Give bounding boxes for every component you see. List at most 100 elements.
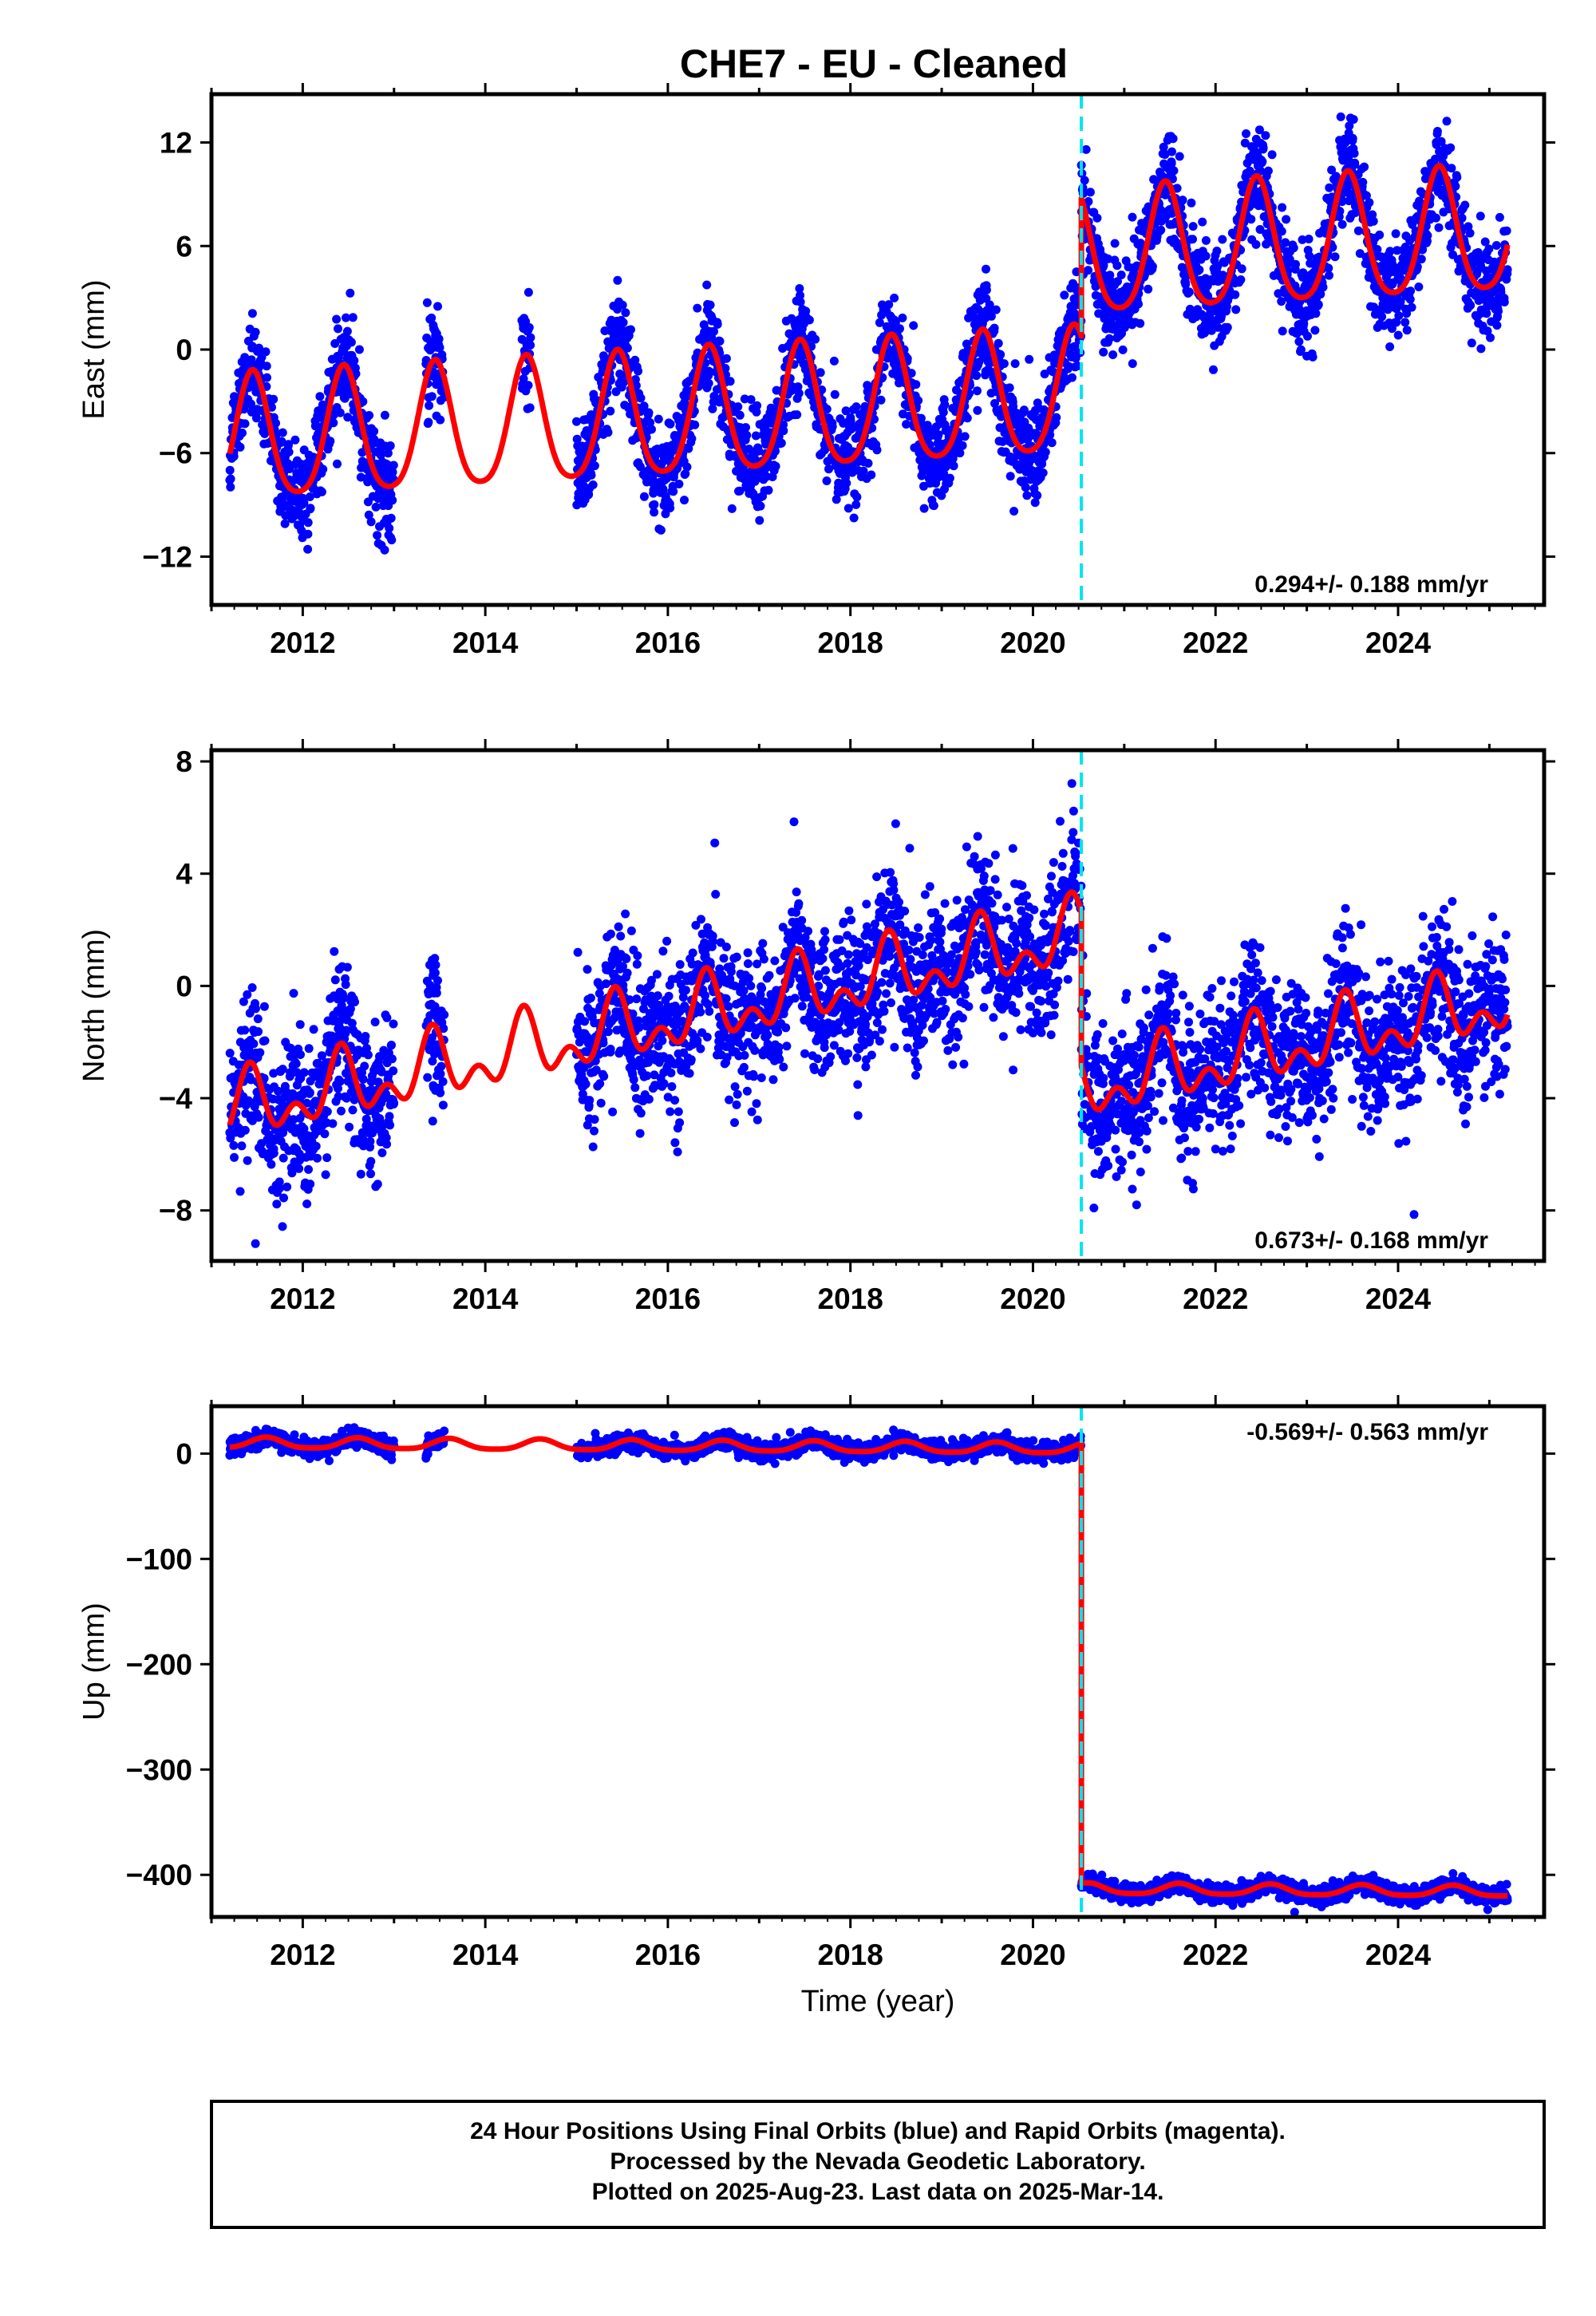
data-point bbox=[732, 952, 741, 962]
data-point bbox=[1503, 265, 1512, 275]
data-point bbox=[1491, 241, 1501, 250]
data-point bbox=[1402, 326, 1412, 335]
data-point bbox=[1267, 150, 1277, 160]
data-point bbox=[884, 300, 894, 310]
data-point bbox=[385, 1120, 395, 1130]
data-point bbox=[1218, 235, 1227, 244]
data-point bbox=[1105, 271, 1115, 280]
data-point bbox=[299, 1068, 309, 1077]
data-point bbox=[704, 378, 713, 388]
data-point bbox=[1337, 197, 1347, 207]
data-point bbox=[739, 1062, 749, 1072]
data-point bbox=[721, 364, 730, 373]
data-point bbox=[1242, 129, 1250, 138]
data-point bbox=[252, 405, 262, 414]
data-point bbox=[584, 490, 594, 500]
data-point bbox=[259, 1002, 269, 1011]
data-point bbox=[303, 518, 313, 528]
data-point bbox=[749, 1072, 759, 1081]
data-point bbox=[929, 501, 938, 511]
data-point bbox=[733, 402, 743, 412]
data-point bbox=[681, 986, 690, 995]
data-point bbox=[573, 947, 583, 957]
data-point bbox=[313, 1058, 322, 1068]
data-point bbox=[713, 319, 722, 329]
data-point bbox=[996, 350, 1005, 359]
data-point bbox=[1402, 309, 1412, 318]
data-point bbox=[1328, 243, 1337, 252]
data-point bbox=[294, 1149, 304, 1159]
data-point bbox=[423, 1073, 433, 1082]
data-point bbox=[693, 1036, 702, 1045]
data-point bbox=[358, 1074, 368, 1084]
data-point bbox=[938, 408, 948, 417]
data-point bbox=[581, 1079, 591, 1089]
data-point bbox=[433, 976, 442, 986]
data-point bbox=[843, 504, 853, 513]
data-point bbox=[709, 937, 717, 946]
data-point bbox=[735, 486, 745, 496]
data-point bbox=[621, 909, 630, 919]
data-point bbox=[688, 948, 697, 958]
data-point bbox=[753, 401, 762, 410]
data-point bbox=[363, 1050, 373, 1060]
data-point bbox=[851, 500, 861, 509]
data-point bbox=[1005, 383, 1014, 393]
data-point bbox=[387, 1041, 396, 1049]
data-point bbox=[341, 980, 350, 990]
data-point bbox=[322, 1107, 332, 1117]
data-point bbox=[440, 1010, 449, 1019]
x-tick-label: 2012 bbox=[270, 626, 335, 659]
data-point bbox=[1144, 284, 1153, 294]
data-point bbox=[732, 1100, 741, 1109]
data-point bbox=[240, 1125, 250, 1135]
data-point bbox=[326, 437, 335, 446]
data-point bbox=[697, 915, 705, 924]
data-point bbox=[335, 408, 345, 417]
data-point bbox=[376, 450, 385, 460]
data-point bbox=[752, 1099, 761, 1109]
data-point bbox=[1495, 212, 1504, 222]
data-point bbox=[1305, 251, 1314, 261]
data-point bbox=[1434, 223, 1444, 232]
data-point bbox=[263, 373, 271, 382]
data-point bbox=[370, 1018, 380, 1027]
data-point bbox=[1005, 472, 1015, 481]
data-point bbox=[334, 324, 342, 334]
data-point bbox=[934, 430, 943, 440]
data-point bbox=[523, 287, 533, 297]
data-point bbox=[1040, 370, 1049, 379]
data-point bbox=[708, 404, 717, 413]
x-tick-label: 2022 bbox=[1183, 626, 1248, 659]
data-point bbox=[644, 408, 654, 417]
east-model-curve bbox=[227, 163, 1511, 495]
data-point bbox=[1296, 345, 1306, 354]
data-point bbox=[822, 405, 832, 414]
data-point bbox=[590, 1115, 599, 1124]
data-point bbox=[766, 403, 776, 413]
data-point bbox=[1480, 237, 1490, 247]
data-point bbox=[1304, 235, 1314, 243]
data-point bbox=[1289, 243, 1298, 253]
data-point bbox=[667, 1082, 677, 1091]
east-rate-label: 0.294+/- 0.188 mm/yr bbox=[1254, 571, 1488, 598]
data-point bbox=[580, 1017, 590, 1026]
data-point bbox=[315, 392, 325, 401]
data-point bbox=[1277, 297, 1286, 306]
data-point bbox=[982, 285, 991, 294]
data-point bbox=[1065, 362, 1073, 371]
data-point bbox=[674, 480, 684, 488]
data-point bbox=[960, 432, 970, 441]
data-point bbox=[274, 1086, 283, 1096]
data-point bbox=[305, 1088, 314, 1097]
data-point bbox=[764, 485, 773, 495]
data-point bbox=[796, 290, 804, 300]
data-point bbox=[280, 519, 290, 528]
data-point bbox=[1094, 309, 1104, 318]
data-point bbox=[1169, 166, 1179, 176]
data-point bbox=[356, 472, 365, 482]
data-point bbox=[588, 480, 598, 489]
data-point bbox=[608, 1107, 618, 1117]
data-point bbox=[633, 951, 642, 960]
